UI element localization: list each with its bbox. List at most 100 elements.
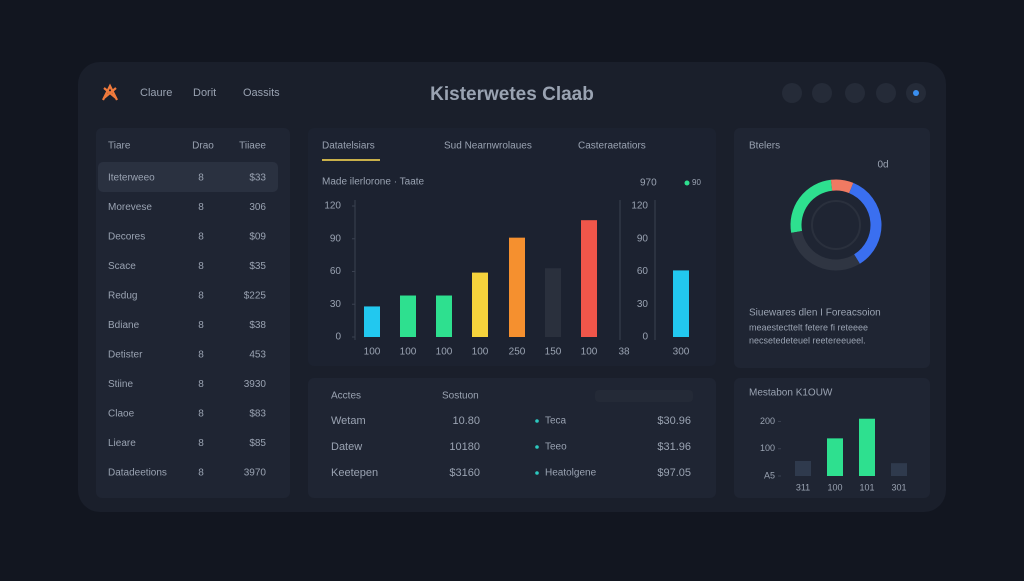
- row-tag: Teca: [545, 416, 567, 427]
- bar: [891, 463, 907, 476]
- row-value: $35: [249, 261, 266, 272]
- y-tick-label: 60: [637, 266, 649, 277]
- y-tick-label: 30: [330, 299, 342, 310]
- row-tag: Heatolgene: [545, 468, 597, 479]
- x-tick-label: 100: [581, 347, 598, 358]
- bar: [436, 295, 452, 337]
- row-qty: 8: [198, 350, 204, 361]
- row-value: 453: [249, 350, 266, 361]
- icon-dot: [913, 90, 919, 96]
- row-price: $31.96: [657, 441, 691, 453]
- bar: [364, 306, 380, 337]
- y-tick-label: A5: [764, 470, 775, 480]
- row-value: $85: [249, 438, 266, 449]
- y-tick-label: 30: [637, 299, 649, 310]
- y-tick-label: 0: [642, 332, 648, 343]
- x-tick-label: 250: [509, 347, 526, 358]
- icon-button[interactable]: [812, 83, 832, 103]
- row-value: 306: [249, 202, 266, 213]
- row-qty: 8: [198, 409, 204, 420]
- row-price: $97.05: [657, 467, 691, 479]
- nav-item[interactable]: Dorit: [193, 87, 216, 99]
- panel-title: Btelers: [749, 141, 780, 152]
- donut-segment: [830, 179, 854, 194]
- donut-text: necsetedeteuel reetereeueel.: [749, 335, 866, 345]
- badge-dot: [684, 180, 690, 186]
- column-header: Acctes: [331, 391, 361, 402]
- icon-button[interactable]: [876, 83, 896, 103]
- donut-segment: [791, 230, 860, 271]
- bar: [400, 295, 416, 337]
- row-name: Wetam: [331, 415, 366, 427]
- bar: [545, 268, 561, 337]
- x-tick-label: 150: [545, 347, 562, 358]
- row-name: Datadeetions: [108, 468, 167, 479]
- row-price: $30.96: [657, 415, 691, 427]
- row-amount: 10.80: [452, 415, 480, 427]
- row-name: Scace: [108, 261, 136, 272]
- row-name: Lieare: [108, 438, 136, 449]
- icon-button[interactable]: [782, 83, 802, 103]
- tab[interactable]: Casteraetatiors: [578, 141, 646, 152]
- nav-item[interactable]: Claure: [140, 87, 172, 99]
- row-name: Claoe: [108, 409, 135, 420]
- bullet: [535, 445, 539, 449]
- row-qty: 8: [198, 468, 204, 479]
- tab[interactable]: Sud Nearnwrolaues: [444, 141, 532, 152]
- left-panel: [96, 128, 290, 498]
- y-tick-label: 90: [330, 233, 342, 244]
- row-qty: 8: [198, 291, 204, 302]
- row-value: $225: [244, 291, 267, 302]
- row-name: Bdiane: [108, 320, 140, 331]
- page-title: Kisterwetes Claab: [430, 84, 594, 105]
- y-tick-label: 120: [324, 201, 341, 212]
- x-tick-label: 38: [618, 347, 630, 358]
- row-name: Keetepen: [331, 467, 378, 479]
- bullet: [535, 471, 539, 475]
- donut-text: meaestecttelt fetere fi reteeee: [749, 322, 868, 332]
- nav-item[interactable]: Oassits: [243, 87, 280, 99]
- icon-button[interactable]: [845, 83, 865, 103]
- row-qty: 8: [198, 261, 204, 272]
- x-tick-label: 311: [796, 482, 810, 492]
- search-bar[interactable]: [595, 390, 693, 402]
- bar: [827, 438, 843, 476]
- x-tick-label: 101: [859, 482, 874, 492]
- bullet: [535, 419, 539, 423]
- donut-label: 0d: [877, 160, 888, 171]
- mini-panel: [734, 378, 930, 498]
- column-header: Sostuon: [442, 391, 479, 402]
- table-panel: [308, 378, 716, 498]
- row-qty: 8: [198, 379, 204, 390]
- x-tick-label: 300: [673, 347, 690, 358]
- column-header: Drao: [192, 141, 214, 152]
- row-qty: 8: [198, 232, 204, 243]
- row-value: $33: [249, 173, 266, 184]
- x-tick-label: 100: [472, 347, 489, 358]
- x-tick-label: 301: [891, 482, 906, 492]
- row-amount: $3160: [449, 467, 480, 479]
- row-name: Decores: [108, 232, 145, 243]
- row-name: Detister: [108, 350, 143, 361]
- row-amount: 10180: [449, 441, 480, 453]
- bar: [472, 272, 488, 337]
- tab[interactable]: Datatelsiars: [322, 141, 375, 152]
- x-tick-label: 100: [400, 347, 417, 358]
- row-qty: 8: [198, 320, 204, 331]
- bar: [795, 461, 811, 476]
- donut-caption: Siuewares dlen I Foreacsoion: [749, 308, 881, 319]
- row-value: $38: [249, 320, 266, 331]
- y-tick-label: 200: [760, 416, 775, 426]
- chart-subtitle: Made ilerlorone · Taate: [322, 177, 425, 188]
- column-header: Tiiaee: [239, 141, 266, 152]
- row-tag: Teeo: [545, 442, 567, 453]
- x-tick-label: 100: [436, 347, 453, 358]
- donut-segment: [848, 182, 882, 264]
- badge: 90: [692, 178, 701, 187]
- y-tick-label: 90: [637, 233, 649, 244]
- donut-segment: [790, 179, 833, 233]
- y-tick-label: 100: [760, 443, 775, 453]
- bar: [673, 270, 689, 337]
- bar: [581, 220, 597, 337]
